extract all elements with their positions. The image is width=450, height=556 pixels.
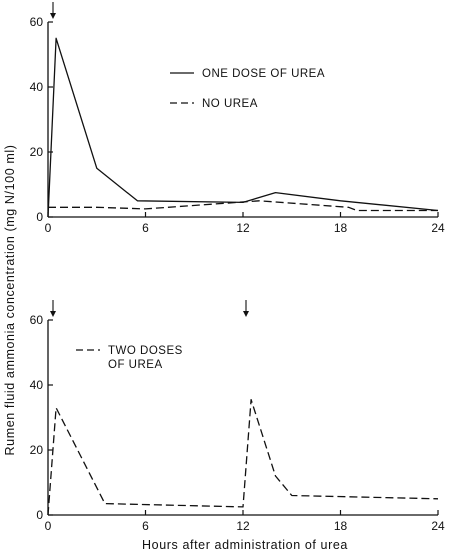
top-legend: ONE DOSE OF UREA NO UREA xyxy=(170,68,325,110)
x-tick-label: 24 xyxy=(431,221,445,235)
top-series xyxy=(47,37,439,218)
legend-label: NO UREA xyxy=(202,98,258,110)
legend-label: ONE DOSE OF UREA xyxy=(202,68,325,80)
series-line xyxy=(48,200,438,212)
x-tick-label: 6 xyxy=(142,519,149,533)
x-tick-label: 18 xyxy=(334,221,348,235)
y-axis-title: Rumen fluid ammonia concentration (mg N/… xyxy=(3,145,17,456)
y-tick-label: 60 xyxy=(30,313,44,327)
dose-arrow-head xyxy=(50,13,56,19)
bottom-series xyxy=(47,398,439,516)
top-markers xyxy=(50,2,56,19)
top-axes: 0 6 12 18 24 0 20 40 60 xyxy=(30,15,445,235)
y-tick-label: 20 xyxy=(30,443,44,457)
bottom-axes: 0 6 12 18 24 0 20 40 60 xyxy=(30,313,445,533)
y-tick-label: 60 xyxy=(30,15,44,29)
x-tick-label: 12 xyxy=(236,519,250,533)
series-line xyxy=(47,37,439,218)
y-tick-label: 40 xyxy=(30,80,44,94)
top-chart: 0 6 12 18 24 0 20 40 60 ONE DOSE OF UREA NO UREA xyxy=(30,2,445,235)
x-axis-title: Hours after administration of urea xyxy=(142,538,348,552)
y-tick-label: 40 xyxy=(30,378,44,392)
legend-label: TWO DOSES xyxy=(108,345,183,357)
x-tick-label: 6 xyxy=(142,221,149,235)
series-line xyxy=(47,398,439,516)
x-tick-label: 18 xyxy=(334,519,348,533)
legend-label: OF UREA xyxy=(108,359,163,371)
x-tick-label: 0 xyxy=(45,221,52,235)
bottom-chart: 0 6 12 18 24 0 20 40 60 TWO DOSES OF UREA xyxy=(30,300,445,533)
y-tick-label: 0 xyxy=(36,210,43,224)
y-tick-label: 0 xyxy=(36,508,43,522)
y-tick-label: 20 xyxy=(30,145,44,159)
x-tick-label: 24 xyxy=(431,519,445,533)
bottom-legend: TWO DOSES OF UREA xyxy=(76,345,183,371)
x-tick-label: 12 xyxy=(236,221,250,235)
dose-arrow-head xyxy=(50,311,56,317)
x-tick-label: 0 xyxy=(45,519,52,533)
bottom-markers xyxy=(50,300,249,317)
dose-arrow-head xyxy=(243,311,249,317)
